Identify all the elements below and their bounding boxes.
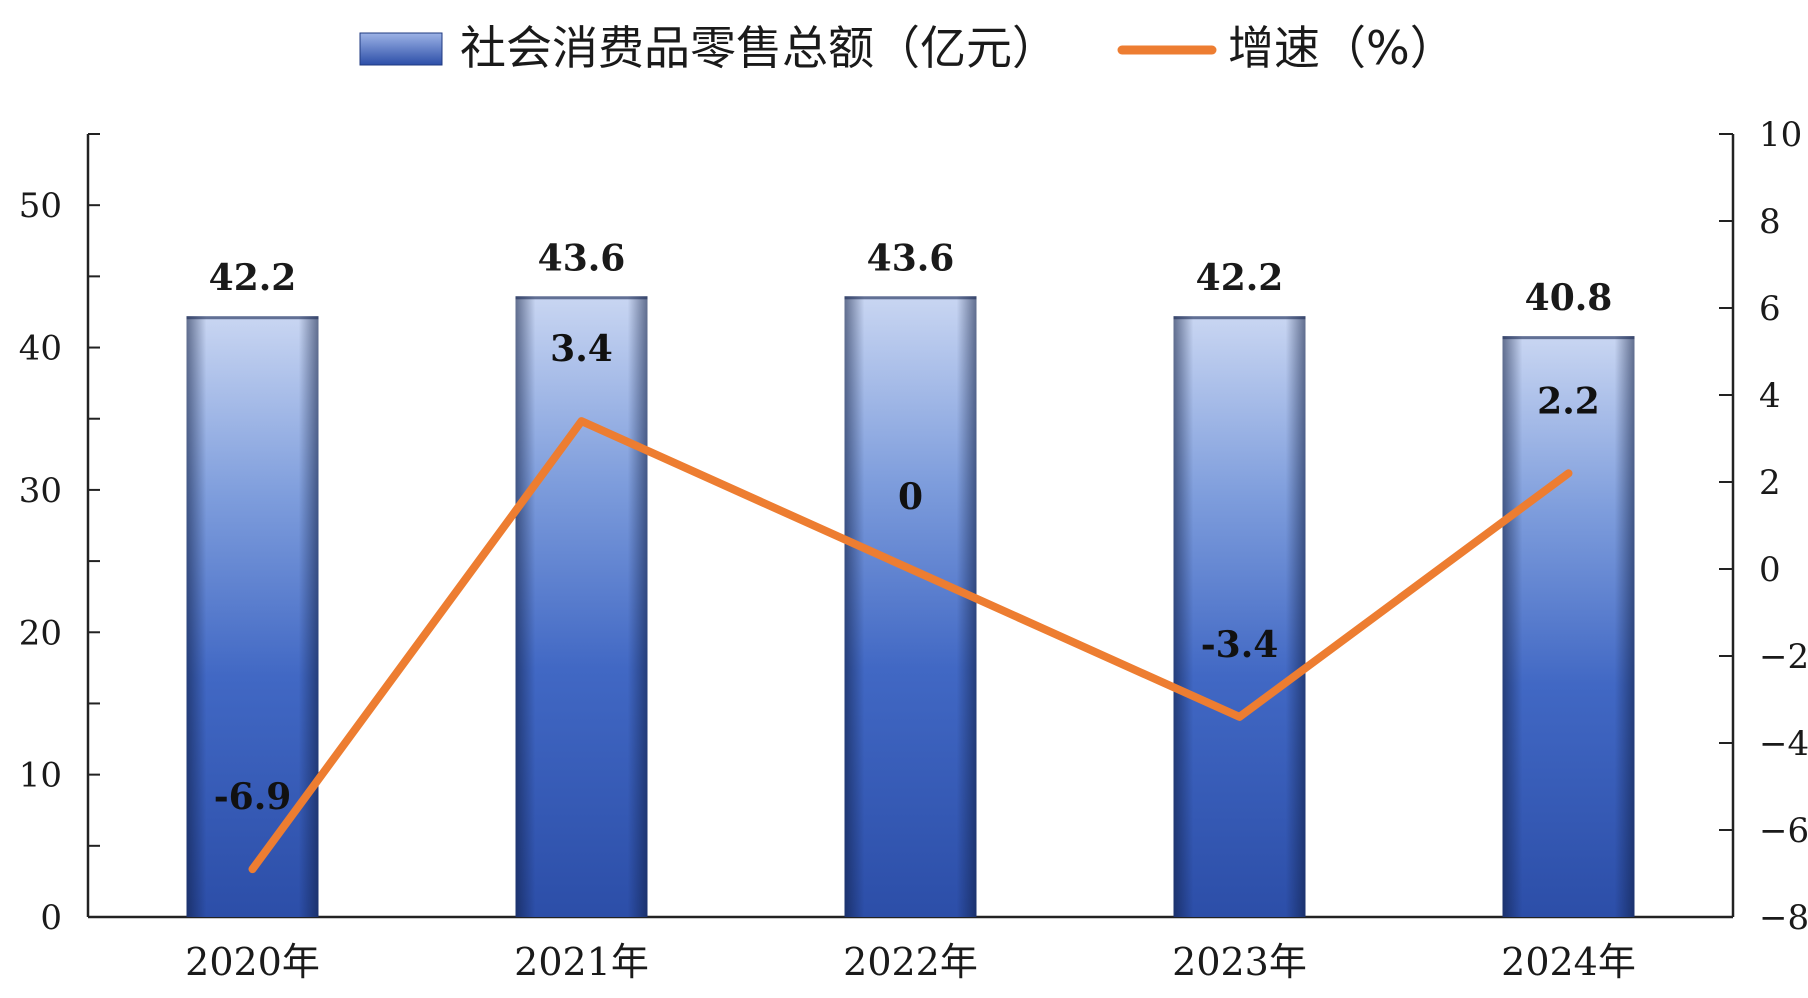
y-right-tick-label: −4 xyxy=(1759,724,1808,764)
y-right-tick-label: −8 xyxy=(1759,898,1808,938)
line-value-label: -3.4 xyxy=(1201,624,1279,666)
bar xyxy=(187,316,319,917)
y-left-tick-label: 10 xyxy=(19,756,62,796)
bar xyxy=(845,296,977,917)
bar-shade xyxy=(1174,316,1306,917)
bar-value-label: 43.6 xyxy=(538,237,626,279)
y-right-tick-label: 10 xyxy=(1759,115,1802,155)
y-right-tick-label: 0 xyxy=(1759,550,1781,590)
bar xyxy=(1503,336,1635,917)
y-right-tick-label: 8 xyxy=(1759,202,1781,242)
bar-shade xyxy=(1503,336,1635,917)
bar-top-edge xyxy=(516,296,648,299)
line-value-label: 0 xyxy=(898,476,923,518)
bar-top-edge xyxy=(187,316,319,319)
bar-series xyxy=(187,296,1635,917)
bar-top-edge xyxy=(1174,316,1306,319)
legend-line-label: 增速（%） xyxy=(1228,21,1456,75)
y-right-tick-label: 4 xyxy=(1759,376,1781,416)
bar-shade xyxy=(187,316,319,917)
legend-bar-swatch xyxy=(360,33,442,65)
y-right-tick-label: −2 xyxy=(1759,637,1808,677)
y-right-tick-label: 6 xyxy=(1759,289,1781,329)
y-left-tick-label: 50 xyxy=(19,186,62,226)
x-category-label: 2023年 xyxy=(1172,940,1307,984)
legend-bar-label: 社会消费品零售总额（亿元） xyxy=(460,21,1058,75)
line-value-label: 2.2 xyxy=(1537,380,1600,422)
y-left-tick-label: 20 xyxy=(19,613,62,653)
x-category-label: 2022年 xyxy=(843,940,978,984)
x-category-label: 2024年 xyxy=(1501,940,1636,984)
bar-shade xyxy=(516,296,648,917)
bar xyxy=(1174,316,1306,917)
line-value-label: 3.4 xyxy=(550,328,613,370)
line-value-label: -6.9 xyxy=(214,776,292,818)
x-category-label: 2021年 xyxy=(514,940,649,984)
bar-value-label: 40.8 xyxy=(1525,277,1613,319)
y-left-tick-label: 0 xyxy=(40,898,62,938)
bar-value-label: 42.2 xyxy=(209,257,297,299)
bar-value-label: 42.2 xyxy=(1196,257,1284,299)
bar-shade xyxy=(845,296,977,917)
y-right-tick-label: 2 xyxy=(1759,463,1781,503)
legend: 社会消费品零售总额（亿元） 增速（%） xyxy=(360,21,1456,75)
y-left-tick-label: 40 xyxy=(19,329,62,369)
bar-value-label: 43.6 xyxy=(867,237,955,279)
bar-top-edge xyxy=(845,296,977,299)
y-left-tick-label: 30 xyxy=(19,471,62,511)
bar-top-edge xyxy=(1503,336,1635,339)
bar xyxy=(516,296,648,917)
y-right-tick-label: −6 xyxy=(1759,811,1808,851)
x-category-label: 2020年 xyxy=(185,940,320,984)
